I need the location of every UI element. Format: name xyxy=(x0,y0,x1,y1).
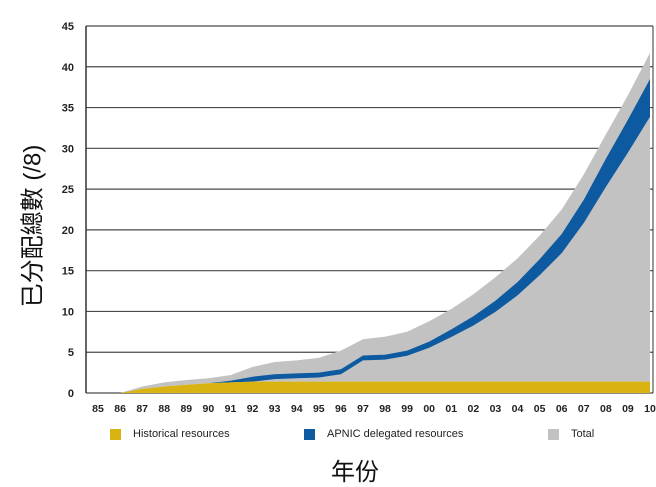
x-tick-label-06: 06 xyxy=(556,403,568,415)
legend: Historical resources APNIC delegated res… xyxy=(110,428,650,446)
x-axis-label: 年份 xyxy=(331,459,379,486)
y-tick-label-15: 15 xyxy=(62,266,74,278)
x-tick-label-90: 90 xyxy=(203,403,215,415)
x-tick-label-04: 04 xyxy=(512,403,524,415)
x-tick-label-86: 86 xyxy=(114,403,126,415)
y-tick-label-40: 40 xyxy=(62,62,74,74)
x-tick-label-03: 03 xyxy=(490,403,502,415)
x-tick-label-05: 05 xyxy=(534,403,546,415)
y-tick-label-5: 5 xyxy=(68,347,74,359)
x-tick-label-96: 96 xyxy=(335,403,347,415)
legend-item-total: Total xyxy=(548,428,594,440)
x-tick-label-88: 88 xyxy=(158,403,170,415)
y-tick-label-10: 10 xyxy=(62,306,74,318)
x-tick-label-98: 98 xyxy=(379,403,391,415)
legend-label-total: Total xyxy=(571,428,595,440)
legend-label-apnic: APNIC delegated resources xyxy=(327,428,464,440)
y-tick-label-45: 45 xyxy=(62,21,74,33)
x-tick-label-00: 00 xyxy=(423,403,435,415)
series-total-area xyxy=(98,52,650,394)
x-tick-label-87: 87 xyxy=(136,403,148,415)
x-tick-label-91: 91 xyxy=(225,403,237,415)
x-tick-label-10: 10 xyxy=(644,403,656,415)
legend-label-historical: Historical resources xyxy=(133,428,230,440)
legend-swatch-total xyxy=(548,428,559,440)
x-tick-label-02: 02 xyxy=(468,403,480,415)
x-tick-label-85: 85 xyxy=(92,403,104,415)
x-tick-label-08: 08 xyxy=(600,403,612,415)
legend-item-historical: Historical resources xyxy=(110,428,230,440)
x-tick-label-09: 09 xyxy=(622,403,634,415)
y-tick-label-25: 25 xyxy=(62,184,74,196)
legend-item-apnic: APNIC delegated resources xyxy=(304,428,463,440)
x-tick-label-92: 92 xyxy=(247,403,259,415)
y-tick-label-35: 35 xyxy=(62,103,74,115)
legend-swatch-apnic xyxy=(304,428,315,440)
x-tick-label-97: 97 xyxy=(357,403,369,415)
x-tick-label-07: 07 xyxy=(578,403,590,415)
x-tick-label-94: 94 xyxy=(291,403,303,415)
legend-swatch-historical xyxy=(110,428,121,440)
x-tick-label-01: 01 xyxy=(445,403,457,415)
y-tick-label-30: 30 xyxy=(62,143,74,155)
x-tick-label-99: 99 xyxy=(401,403,413,415)
y-tick-label-0: 0 xyxy=(68,388,74,400)
series-historical-area xyxy=(98,381,650,393)
x-tick-label-93: 93 xyxy=(269,403,281,415)
x-tick-label-95: 95 xyxy=(313,403,325,415)
y-tick-label-20: 20 xyxy=(62,225,74,237)
x-tick-label-89: 89 xyxy=(180,403,192,415)
